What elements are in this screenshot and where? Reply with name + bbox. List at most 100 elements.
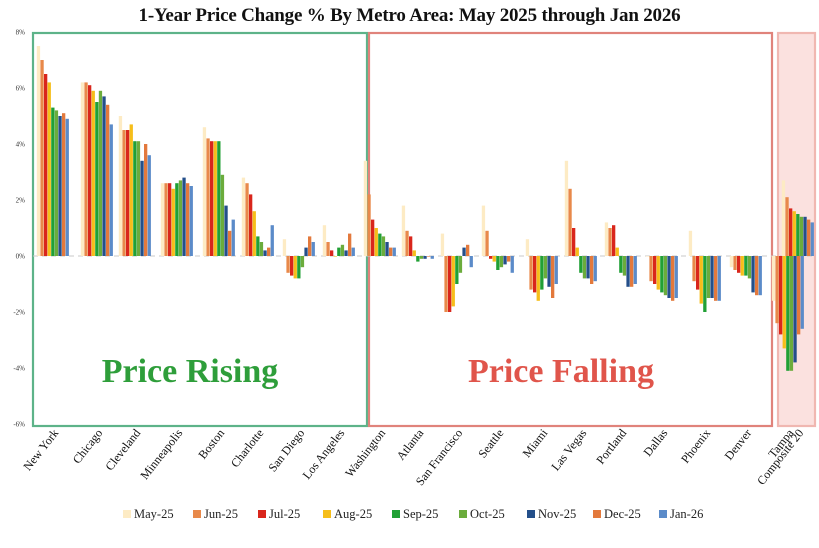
bar-washington-dec-25 [389,247,393,256]
bar-phoenix-nov-25 [710,256,714,298]
bar-portland-jul-25 [612,225,616,256]
bar-phoenix-jul-25 [696,256,700,290]
bar-group-san-francisco [440,233,473,312]
bar-phoenix-may-25 [688,230,693,256]
bar-washington-jan-26 [392,247,396,256]
bar-tampa-dec-25 [797,256,801,335]
bar-new-york-aug-25 [47,82,51,257]
legend-swatch [527,510,535,518]
category-label-denver: Denver [722,426,755,462]
category-label-phoenix: Phoenix [678,426,713,466]
legend-item-may-25: May-25 [123,507,174,521]
y-tick-label: 0% [16,253,26,261]
legend-item-oct-25: Oct-25 [459,507,505,521]
bar-washington-may-25 [363,160,368,256]
bar-atlanta-nov-25 [423,256,427,259]
bar-los-angeles-may-25 [322,225,327,256]
bar-chicago-oct-25 [98,90,103,256]
bar-los-angeles-dec-25 [348,233,352,256]
legend-item-sep-25: Sep-25 [392,507,438,521]
bar-group-chicago [80,82,113,257]
bar-phoenix-sep-25 [703,256,707,312]
bar-minneapolis-dec-25 [186,183,190,256]
bar-portland-dec-25 [630,256,634,287]
legend-item-jun-25: Jun-25 [193,507,238,521]
bar-charlotte-nov-25 [263,250,267,256]
bar-chicago-aug-25 [91,90,95,256]
bar-atlanta-aug-25 [412,250,416,256]
category-label-chicago: Chicago [70,426,106,466]
bar-las-vegas-oct-25 [582,256,587,279]
zone-label-price-rising: Price Rising [102,353,279,390]
y-tick-label: 2% [16,197,26,205]
bar-atlanta-sep-25 [416,256,420,262]
bar-los-angeles-nov-25 [344,250,348,256]
bar-san-diego-oct-25 [300,256,305,268]
bar-cleveland-nov-25 [140,160,144,256]
bar-composite-20-may-25 [781,180,786,256]
bar-cleveland-jun-25 [122,130,126,256]
bar-los-angeles-jun-25 [326,242,330,256]
legend-label: Aug-25 [334,507,372,521]
bar-phoenix-oct-25 [706,256,711,298]
bar-tampa-jun-25 [775,256,779,324]
bar-miami-oct-25 [543,256,548,279]
bar-tampa-sep-25 [786,256,790,371]
bar-portland-oct-25 [622,256,627,276]
bar-group-composite-20 [781,180,814,256]
bar-composite-20-oct-25 [799,216,804,256]
bar-atlanta-jun-25 [405,230,409,256]
bar-boston-aug-25 [213,141,217,256]
bar-composite-20-aug-25 [792,211,796,256]
legend-label: Nov-25 [538,507,576,521]
y-tick-label: -4% [13,365,25,373]
bar-dallas-jan-26 [674,256,678,298]
bar-boston-may-25 [202,127,207,256]
bar-chicago-sep-25 [95,102,99,256]
bar-las-vegas-jan-26 [593,256,597,282]
bar-cleveland-may-25 [118,116,123,256]
bar-san-diego-dec-25 [308,236,312,256]
category-label-boston: Boston [195,426,227,461]
bar-tampa-jul-25 [779,256,783,335]
bar-las-vegas-nov-25 [586,256,590,279]
category-label-cleveland: Cleveland [102,426,143,473]
bar-washington-oct-25 [381,236,386,256]
bar-boston-jun-25 [206,138,210,256]
bar-san-diego-jun-25 [286,256,290,273]
bar-denver-jan-26 [758,256,762,296]
bar-group-portland [604,222,637,287]
legend-swatch [459,510,467,518]
bar-miami-jul-25 [533,256,537,293]
bars-layer [36,46,814,371]
bar-los-angeles-jul-25 [330,250,334,256]
bar-san-diego-aug-25 [293,256,297,279]
bar-minneapolis-nov-25 [182,177,186,256]
bar-dallas-oct-25 [663,256,668,296]
bar-san-francisco-jul-25 [448,256,452,312]
bar-las-vegas-jul-25 [572,228,576,256]
bar-atlanta-jan-26 [430,256,434,259]
legend-item-aug-25: Aug-25 [323,507,372,521]
bar-new-york-sep-25 [51,107,55,256]
bar-tampa-oct-25 [789,256,794,371]
bar-dallas-jul-25 [653,256,657,284]
bar-new-york-dec-25 [62,113,66,256]
bar-minneapolis-jul-25 [168,183,172,256]
bar-chicago-dec-25 [106,104,110,256]
legend-label: Jul-25 [269,507,300,521]
bar-group-atlanta [401,205,434,262]
bar-dallas-dec-25 [671,256,675,301]
bar-phoenix-jan-26 [717,256,721,301]
bar-los-angeles-jan-26 [351,247,355,256]
bar-group-phoenix [688,230,721,312]
bar-composite-20-jan-26 [810,222,814,256]
category-label-new-york: New York [20,426,61,473]
bar-boston-jul-25 [210,141,214,256]
category-label-miami: Miami [520,426,551,460]
bar-minneapolis-oct-25 [178,180,183,256]
legend-swatch [392,510,400,518]
bar-denver-aug-25 [740,256,744,276]
